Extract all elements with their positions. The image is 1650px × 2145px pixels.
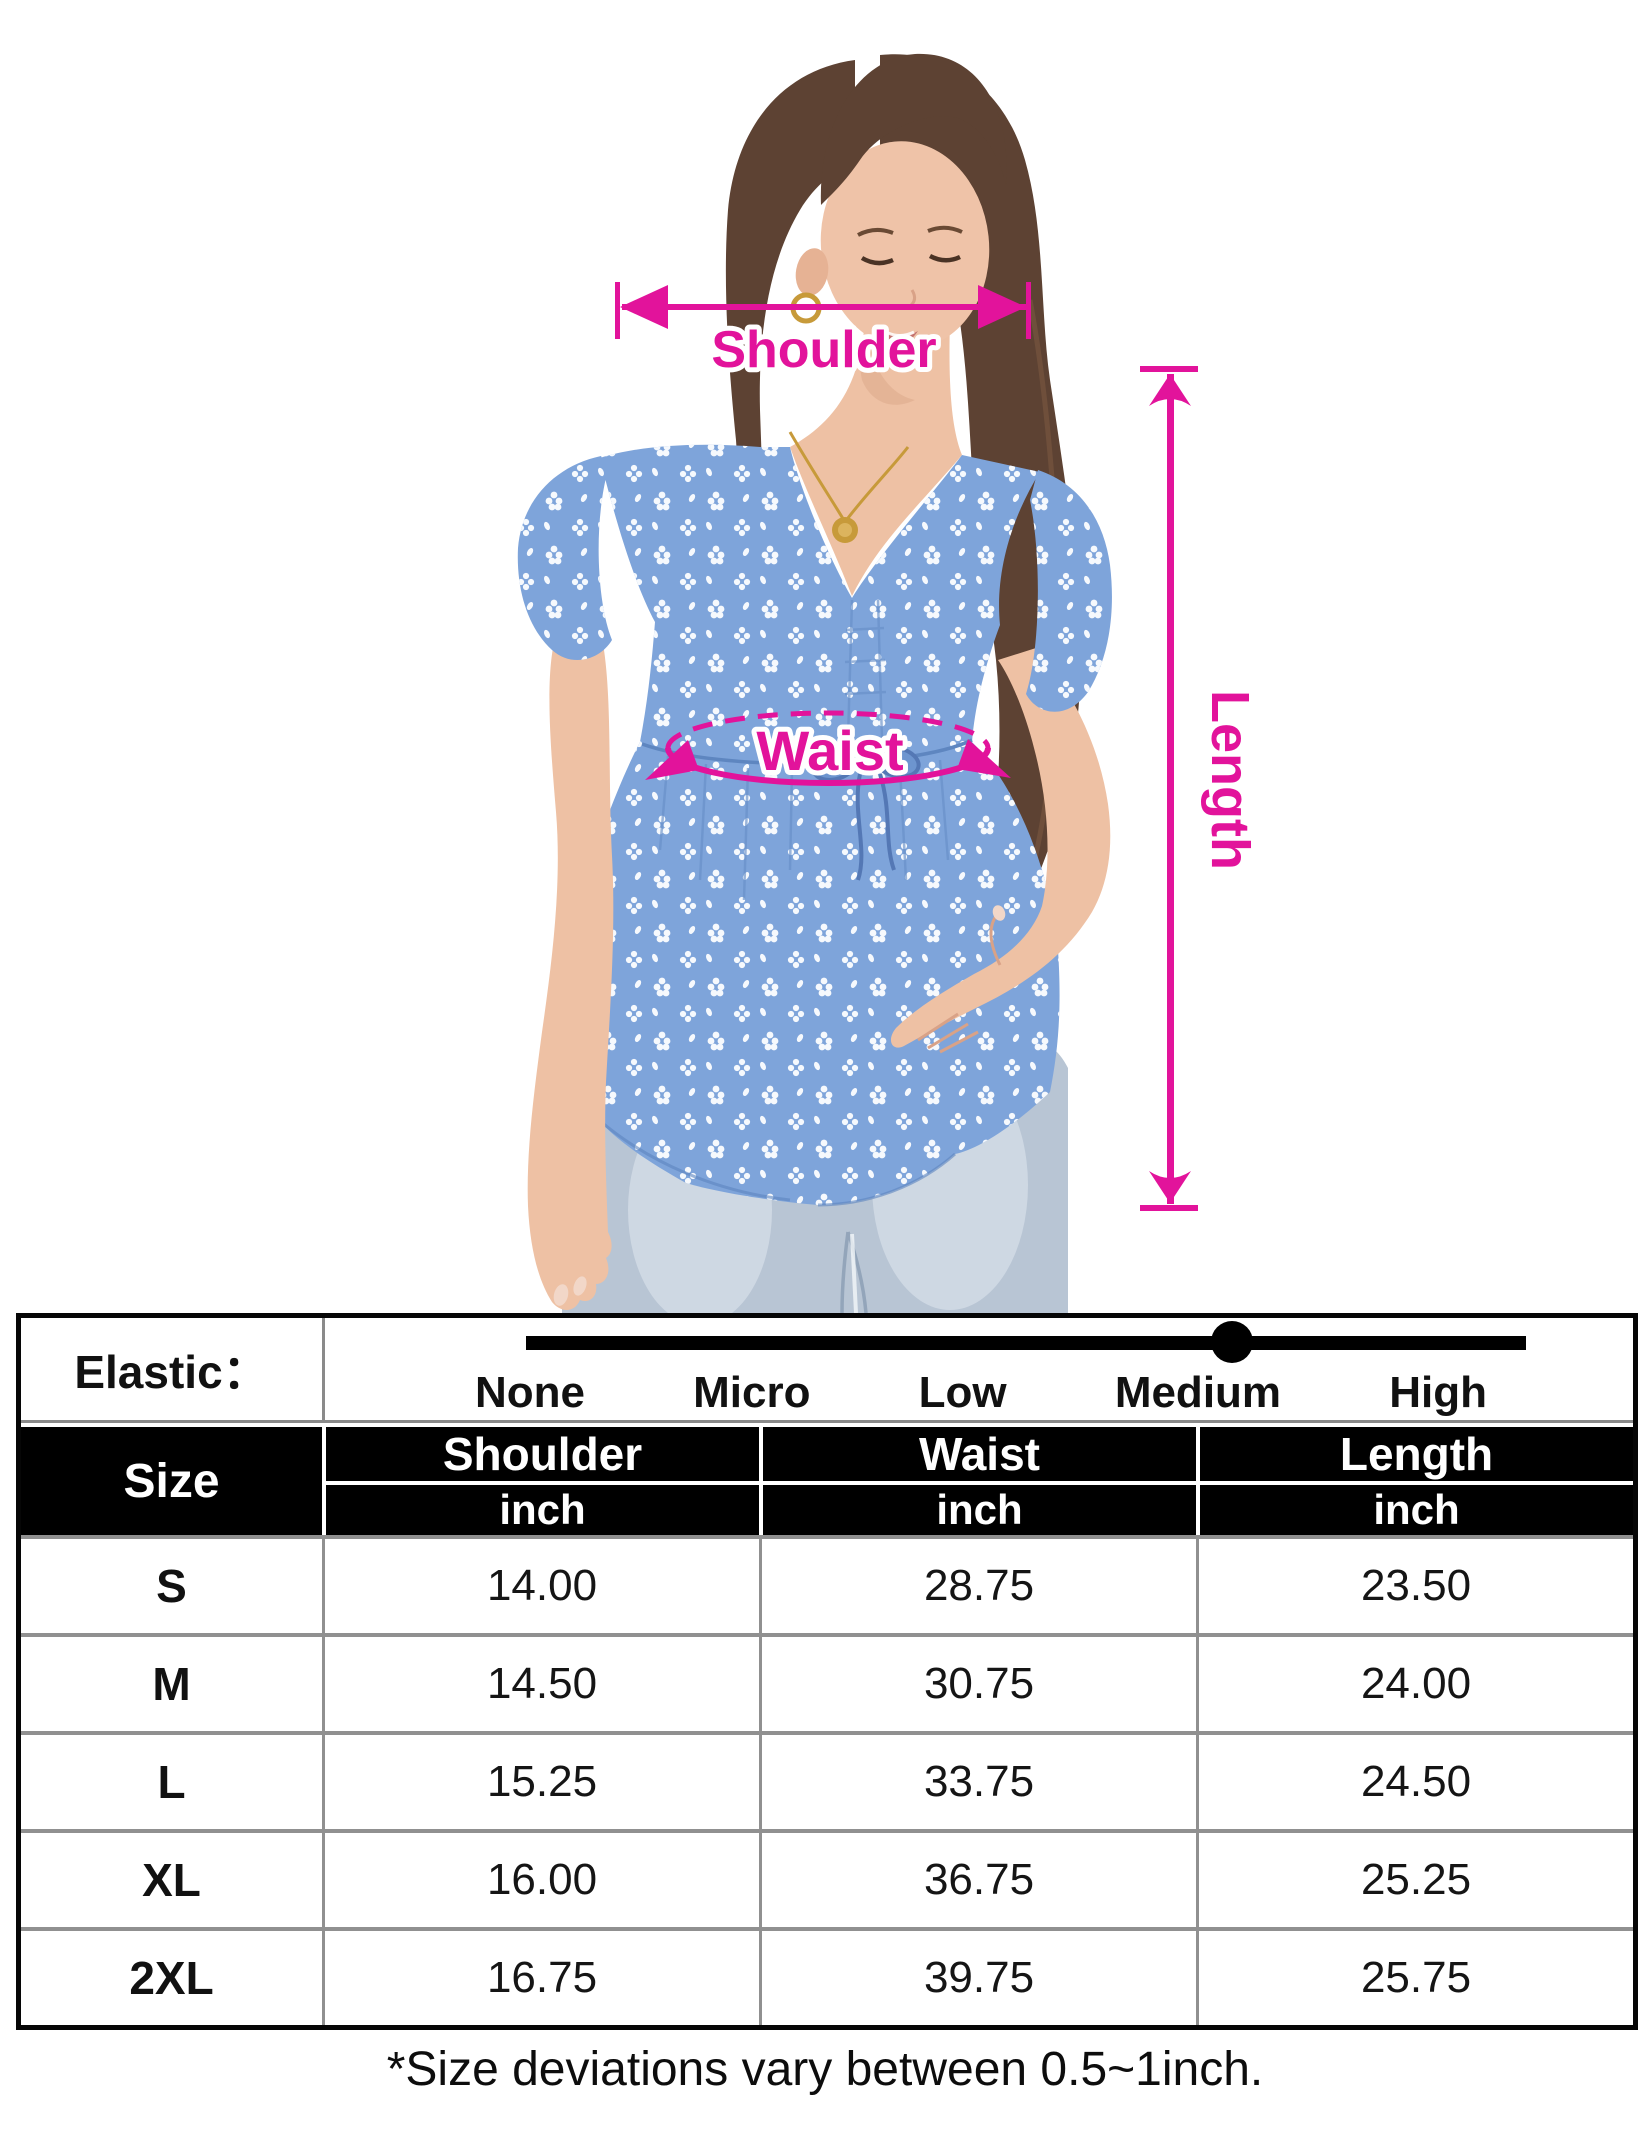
waist-label: Waist	[756, 719, 903, 782]
shoulder-label: Shoulder	[711, 321, 936, 379]
necklace	[788, 431, 910, 543]
column-unit: inch	[763, 1485, 1196, 1535]
value-cell: 33.75	[762, 1735, 1199, 1829]
left-arm	[527, 627, 614, 1310]
value-cell: 24.00	[1360, 1659, 1472, 1708]
table-row-m: M 14.50 30.75 24.00	[21, 1633, 1633, 1731]
table-row-xl: XL 16.00 36.75 25.25	[21, 1829, 1633, 1927]
value-cell: 39.75	[762, 1931, 1199, 2025]
elastic-level-none: None	[475, 1368, 585, 1417]
value-cell: 14.50	[325, 1637, 762, 1731]
size-cell: M	[21, 1637, 325, 1731]
elastic-slider: None Micro Low Medium High	[325, 1318, 1633, 1420]
sleeves	[517, 456, 1112, 712]
elastic-level-medium: Medium	[1114, 1368, 1282, 1417]
neck-shadow	[860, 330, 915, 405]
column-name: Shoulder	[326, 1427, 759, 1481]
table-row-2xl: 2XL 16.75 39.75 25.75	[21, 1927, 1633, 2025]
size-header: Size	[21, 1427, 322, 1535]
size-cell: S	[21, 1539, 325, 1633]
size-table: Elastic： None Micro Low Medium High Size…	[16, 1313, 1638, 2030]
elastic-level-low: Low	[918, 1368, 1007, 1417]
value-cell: 16.00	[325, 1833, 762, 1927]
right-arm	[890, 648, 1111, 1054]
drawstring-bow	[811, 745, 921, 881]
value-cell: 14.00	[325, 1539, 762, 1633]
value-cell: 25.75	[1360, 1953, 1472, 2002]
slider-bar	[526, 1336, 1526, 1350]
value-cell: 28.75	[762, 1539, 1199, 1633]
model-illustration: Shoulder Waist Length	[517, 53, 1260, 1313]
table-row-l: L 15.25 33.75 24.50	[21, 1731, 1633, 1829]
table-row-s: S 14.00 28.75 23.50	[21, 1535, 1633, 1633]
hair-fringe	[820, 53, 1007, 205]
value-cell: 25.25	[1360, 1855, 1472, 1904]
elastic-label: Elastic：	[21, 1318, 325, 1420]
size-cell: XL	[21, 1833, 325, 1927]
value-cell: 24.50	[1360, 1757, 1472, 1806]
table-header: Size Shoulder inch Waist inch Length inc…	[21, 1423, 1633, 1535]
length-arrow	[1140, 366, 1198, 1211]
size-deviation-note: *Size deviations vary between 0.5~1inch.	[386, 2043, 1264, 2096]
waist-ellipse	[645, 710, 1011, 786]
blouse	[545, 444, 1060, 1207]
length-label: Length	[1200, 690, 1260, 870]
column-header-length: Length inch	[1200, 1427, 1633, 1535]
column-unit: inch	[326, 1485, 759, 1535]
value-cell: 36.75	[762, 1833, 1199, 1927]
value-cell: 23.50	[1360, 1561, 1472, 1610]
elastic-level-micro: Micro	[693, 1368, 811, 1417]
value-cell: 30.75	[762, 1637, 1199, 1731]
column-unit: inch	[1200, 1485, 1633, 1535]
elastic-level-high: High	[1389, 1368, 1487, 1417]
size-cell: 2XL	[21, 1931, 325, 2025]
size-cell: L	[21, 1735, 325, 1829]
column-name: Length	[1200, 1427, 1633, 1481]
elastic-row: Elastic： None Micro Low Medium High	[21, 1318, 1633, 1423]
column-name: Waist	[763, 1427, 1196, 1481]
column-header-shoulder: Shoulder inch	[326, 1427, 759, 1535]
value-cell: 15.25	[325, 1735, 762, 1829]
model-photo: Shoulder Waist Length	[517, 53, 1260, 1313]
value-cell: 16.75	[325, 1931, 762, 2025]
shoulder-arrow	[615, 282, 1031, 339]
elastic-levels: None Micro Low Medium High	[325, 1368, 1633, 1418]
face	[795, 141, 990, 349]
slider-thumb-icon	[1211, 1321, 1253, 1363]
column-header-waist: Waist inch	[763, 1427, 1196, 1535]
